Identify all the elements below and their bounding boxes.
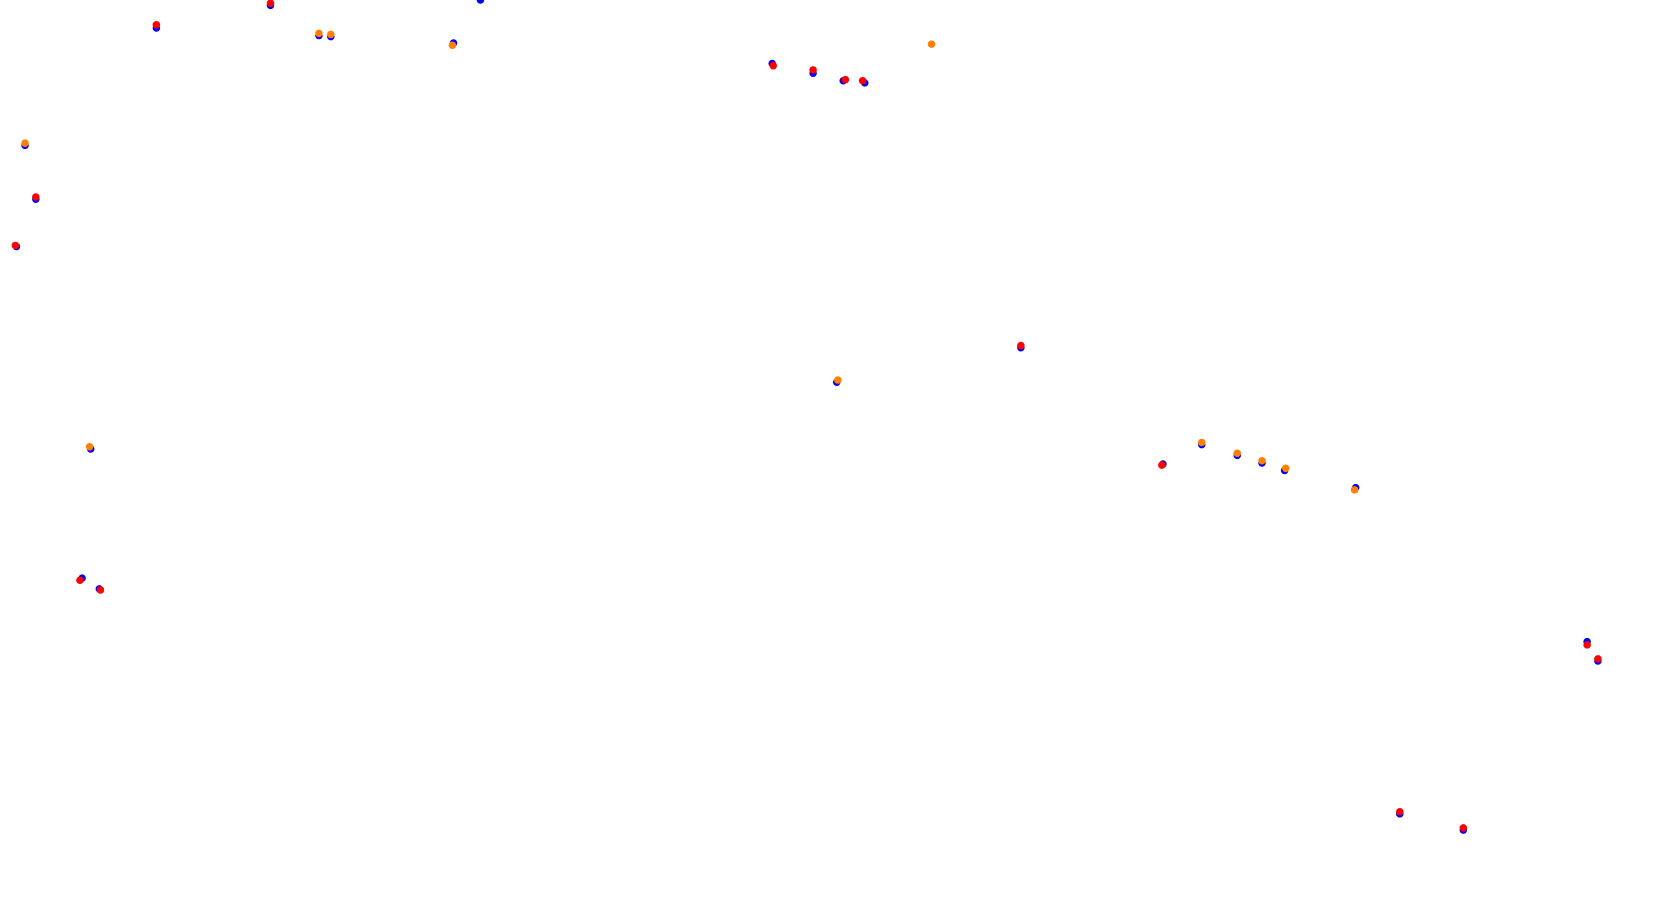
- point: [448, 41, 457, 49]
- point: [1459, 824, 1468, 832]
- point: [1350, 486, 1359, 494]
- point: [96, 586, 105, 594]
- point: [21, 139, 29, 147]
- point: [1197, 438, 1206, 447]
- point: [1594, 655, 1602, 663]
- point: [476, 0, 485, 4]
- point-layer: [11, 0, 1602, 834]
- point: [858, 76, 867, 85]
- point: [834, 376, 842, 384]
- point: [152, 20, 161, 29]
- point: [315, 29, 323, 38]
- point: [809, 66, 817, 74]
- point: [11, 241, 20, 250]
- point: [927, 40, 936, 48]
- point: [32, 193, 40, 201]
- point: [1158, 461, 1166, 469]
- point: [327, 30, 335, 39]
- point: [1258, 457, 1266, 465]
- point: [769, 61, 778, 70]
- point: [85, 443, 94, 451]
- point: [1233, 449, 1242, 457]
- point: [841, 75, 850, 84]
- point: [1583, 641, 1591, 649]
- point: [1017, 341, 1025, 350]
- point: [1396, 807, 1404, 816]
- point: [76, 576, 84, 585]
- point: [1281, 464, 1290, 473]
- point: [266, 0, 275, 7]
